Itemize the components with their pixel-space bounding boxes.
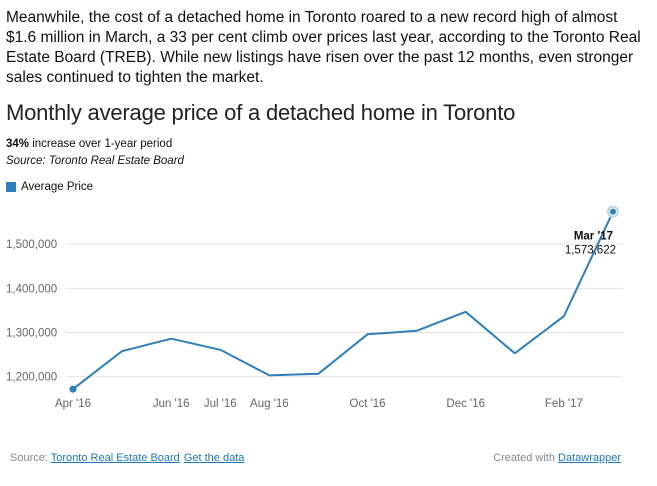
x-tick-label: Aug '16 — [250, 398, 289, 410]
chart-footer: Source: Toronto Real Estate Board Get the… — [10, 452, 621, 464]
x-tick-label: Apr '16 — [55, 398, 91, 410]
x-tick-label: Feb '17 — [545, 398, 583, 410]
x-tick-label: Oct '16 — [350, 398, 386, 410]
data-point — [169, 336, 174, 341]
chart-title: Monthly average price of a detached home… — [6, 100, 516, 125]
source-link[interactable]: Toronto Real Estate Board — [50, 452, 180, 464]
last-point-marker — [610, 208, 616, 215]
legend-label: Average Price — [21, 181, 94, 193]
data-point — [365, 332, 370, 337]
chart-source-note: Source: Toronto Real Estate Board — [6, 155, 184, 167]
y-tick-label: 1,200,000 — [6, 372, 57, 384]
x-tick-label: Jun '16 — [153, 398, 190, 410]
chart-legend: Average Price — [6, 181, 93, 193]
subtitle-highlight: 34% — [6, 138, 30, 150]
x-tick-label: Dec '16 — [446, 398, 485, 410]
footer-source: Source: Toronto Real Estate Board Get the… — [10, 452, 244, 464]
data-point — [414, 328, 419, 333]
data-point — [316, 371, 321, 376]
chart-subtitle: 34% increase over 1-year period — [6, 138, 172, 150]
series-line-average-price — [72, 211, 614, 390]
get-data-link[interactable]: Get the data — [183, 452, 245, 464]
first-point-marker — [69, 385, 77, 393]
annotation-value-label: 1,573,622 — [565, 245, 616, 257]
data-point — [120, 349, 125, 354]
data-point — [512, 351, 517, 356]
y-tick-label: 1,300,000 — [6, 328, 57, 340]
data-point — [218, 347, 223, 352]
y-tick-label: 1,400,000 — [6, 283, 57, 295]
data-point — [267, 373, 272, 378]
annotation-date-label: Mar '17 — [574, 231, 613, 243]
footer-credit: Created with Datawrapper — [493, 452, 621, 464]
datawrapper-link[interactable]: Datawrapper — [558, 452, 621, 464]
subtitle-text: increase over 1-year period — [29, 138, 173, 150]
intro-paragraph: Meanwhile, the cost of a detached home i… — [6, 9, 641, 86]
y-tick-label: 1,500,000 — [6, 239, 57, 251]
footer-created-prefix: Created with — [493, 452, 559, 464]
data-point — [463, 309, 468, 314]
line-chart: 1,200,000 1,300,000 1,400,000 1,500,000 Apr … — [6, 205, 623, 410]
data-point — [561, 314, 566, 319]
x-tick-label: Jul '16 — [204, 398, 237, 410]
footer-source-prefix: Source: — [10, 452, 51, 464]
legend-swatch — [6, 182, 16, 192]
